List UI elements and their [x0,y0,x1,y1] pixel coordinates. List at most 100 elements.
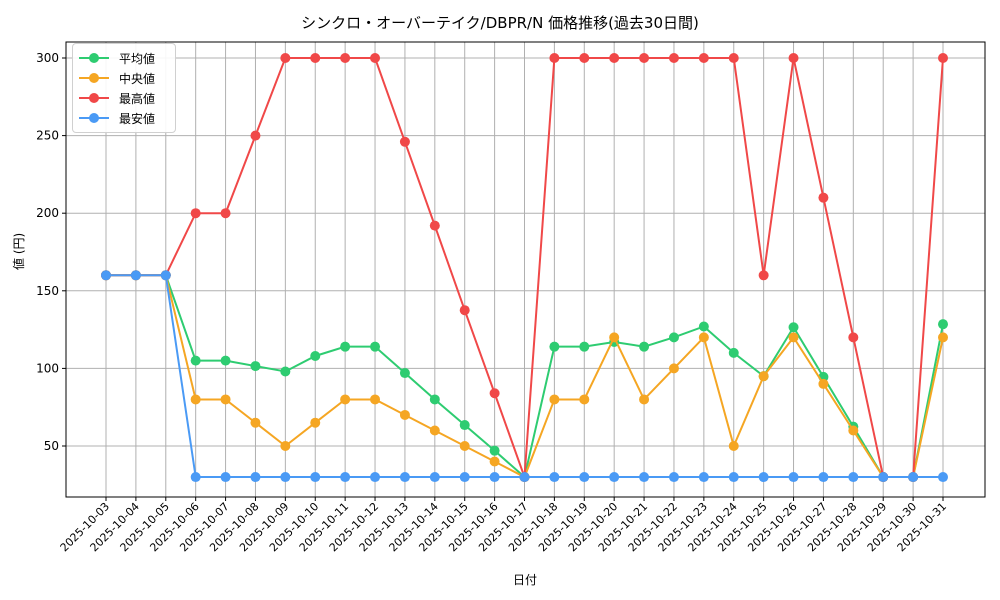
legend-label: 最安値 [119,111,156,126]
data-point [250,130,261,141]
data-point [698,472,709,483]
data-point [788,322,799,333]
axes-frame [65,41,986,498]
data-point [340,472,351,483]
data-point [370,472,381,483]
data-point [101,270,111,281]
data-point [549,394,560,405]
legend-line-icon [79,53,109,63]
data-point [250,417,261,428]
data-point [160,270,171,281]
y-tick-label: 100 [36,361,59,375]
data-point [250,361,261,372]
data-point [399,472,410,483]
data-point [758,472,769,483]
data-point [220,355,231,366]
data-point [459,420,470,431]
chart-title: シンクロ・オーバーテイク/DBPR/N 価格推移(過去30日間) [301,14,699,32]
data-point [609,472,620,483]
data-point [220,472,231,483]
data-point [310,472,321,483]
data-point [639,472,650,483]
legend-item-mean: 平均値 [79,48,169,68]
data-point [130,270,141,281]
data-point [549,341,560,352]
x-axis-label: 日付 [512,573,537,587]
data-point [489,472,500,483]
data-point [579,394,590,405]
data-point [938,472,948,483]
data-point [489,456,500,467]
data-point [280,441,291,451]
data-point [668,332,679,343]
legend-label: 平均値 [119,51,156,66]
data-point [220,208,231,219]
data-point [280,366,291,377]
data-point [310,53,321,63]
data-point [908,472,919,483]
data-point [639,341,650,352]
y-tick-label: 300 [36,51,59,65]
data-point [459,441,470,451]
data-point [698,321,709,332]
legend-item-min: 最安値 [79,108,169,128]
y-tick-label: 150 [36,284,59,298]
y-tick-label: 250 [36,129,59,143]
data-point [728,441,739,451]
data-point [310,417,321,428]
data-point [549,53,560,63]
data-point [340,53,351,63]
data-point [310,350,321,361]
data-point [639,394,650,405]
data-point [788,332,799,343]
data-point [609,332,620,343]
legend-item-max: 最高値 [79,88,169,108]
data-point [609,53,620,63]
data-point [399,136,410,147]
data-point [280,472,291,483]
legend-label: 最高値 [119,91,156,106]
legend-label: 中央値 [119,71,156,86]
data-point [938,53,948,63]
data-point [220,394,231,405]
data-point [878,472,889,483]
data-point [728,347,739,358]
data-point [848,332,859,343]
data-point [818,472,829,483]
data-point [788,53,799,63]
data-point [549,472,560,483]
data-point [340,341,351,352]
data-point [399,409,410,420]
data-point [818,192,829,203]
data-point [758,371,769,382]
data-point [519,472,530,483]
data-point [818,378,829,389]
data-point [250,472,261,483]
data-point [459,472,470,483]
data-point [848,472,859,483]
data-point [698,53,709,63]
y-axis-label: 値 (円) [12,232,26,270]
data-point [489,388,500,399]
data-point [370,394,381,405]
data-point [579,341,590,352]
data-point [788,472,799,483]
data-point [848,425,859,436]
data-point [280,53,291,63]
data-point [190,394,201,405]
data-point [489,445,500,456]
data-point [429,394,440,405]
data-point [938,332,948,343]
data-point [639,53,650,63]
legend-line-icon [79,73,109,83]
data-point [429,220,440,231]
data-point [429,472,440,483]
legend: 平均値 中央値 最高値 最安値 [72,43,176,133]
data-point [668,53,679,63]
data-point [579,53,590,63]
data-point [190,355,201,366]
data-point [728,53,739,63]
data-point [758,270,769,281]
